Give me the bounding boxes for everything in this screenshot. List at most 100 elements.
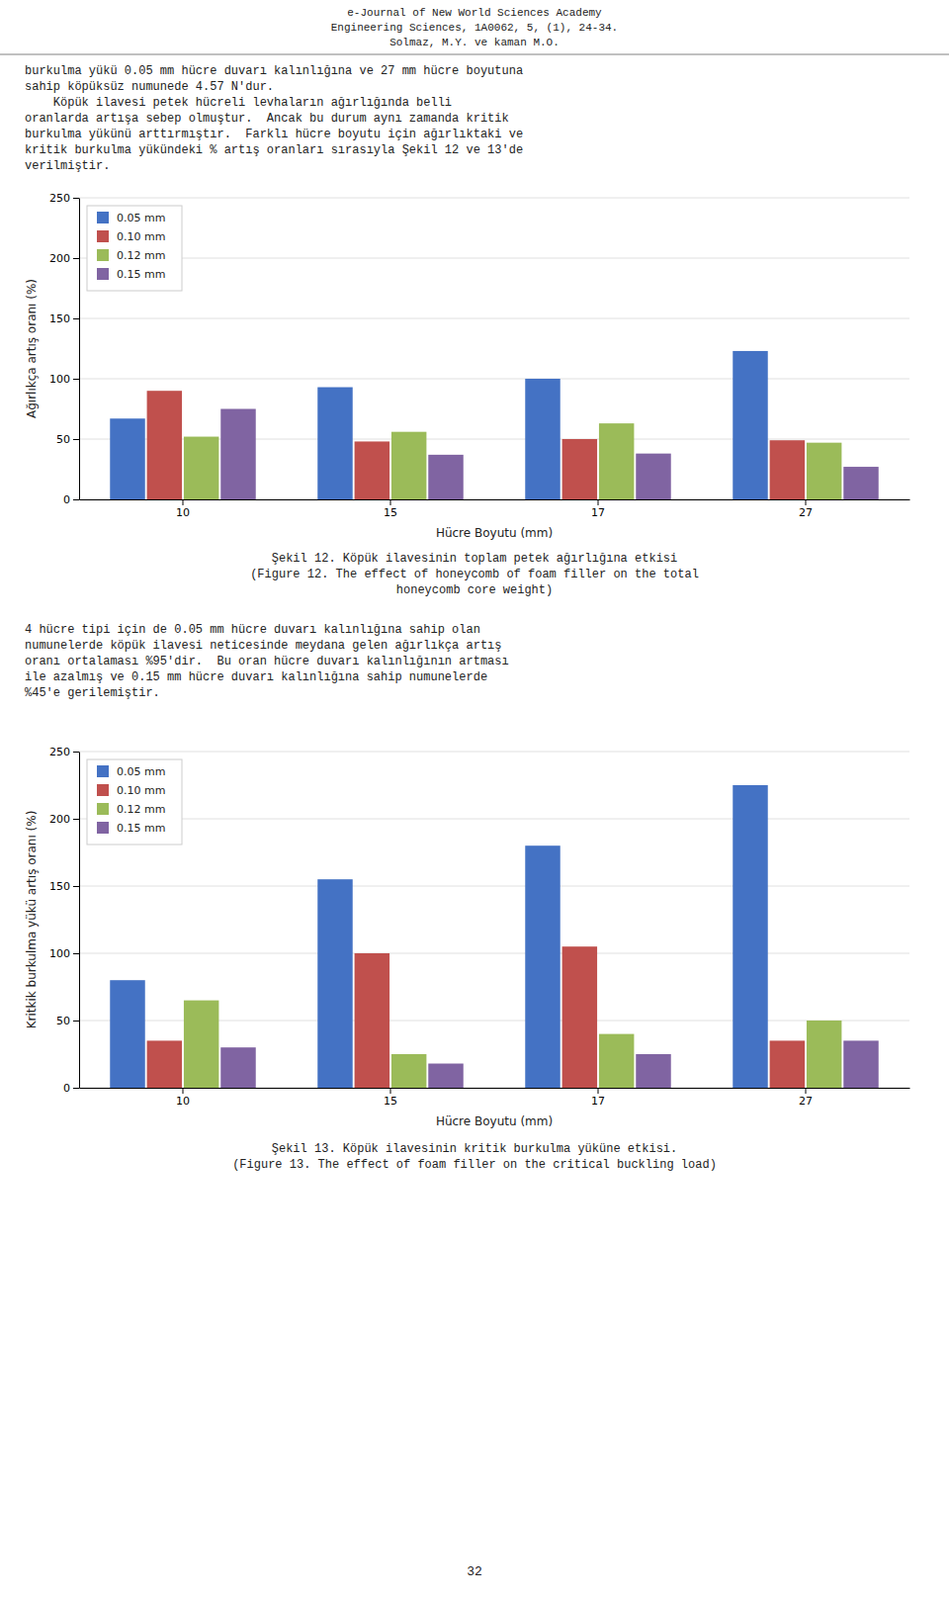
y-tick-label: 250: [49, 191, 71, 205]
x-tick: 10: [175, 1087, 190, 1108]
bar-series: [147, 946, 805, 1088]
legend-item: 0.12 mm: [96, 249, 166, 262]
bar: [806, 1020, 842, 1088]
grid-line: [79, 197, 910, 199]
body-text: 4 hücre tipi için de 0.05 mm hücre duvar…: [24, 622, 510, 700]
y-tick-mark: [73, 438, 80, 440]
y-tick-mark: [73, 952, 80, 954]
y-tick-label: 100: [49, 947, 71, 960]
y-tick-label: 200: [49, 812, 71, 826]
legend-item: 0.10 mm: [96, 783, 166, 797]
legend-box: [86, 205, 182, 291]
y-axis: 050100150200250: [49, 191, 81, 507]
legend: 0.05 mm0.10 mm0.12 mm0.15 mm: [86, 205, 182, 291]
x-tick-label: 27: [798, 506, 813, 519]
legend-swatch: [96, 802, 109, 815]
intro-text-line: verilmiştir.: [24, 159, 110, 173]
bar: [599, 1034, 634, 1088]
x-tick-label: 15: [383, 1094, 398, 1108]
x-tick-label: 17: [591, 1094, 605, 1108]
x-tick-mark: [598, 1087, 600, 1094]
intro-text-line: burkulma yükünü arttırmıştır. Farklı hüc…: [24, 127, 523, 142]
legend-swatch: [96, 821, 109, 834]
x-tick-mark: [805, 499, 807, 506]
bar-series: [147, 390, 805, 500]
body-text-line: 4 hücre tipi için de 0.05 mm hücre duvar…: [24, 622, 481, 637]
legend-swatch: [96, 783, 109, 796]
y-tick-label: 150: [49, 312, 71, 326]
caption: Şekil 13. Köpük ilavesinin kritik burkul…: [271, 1141, 678, 1156]
bar: [843, 1039, 878, 1088]
y-tick: 150: [49, 879, 80, 893]
page: e-Journal of New World Sciences AcademyE…: [0, 0, 949, 1600]
y-tick-label: 0: [63, 493, 71, 507]
bar: [220, 409, 256, 501]
legend-label: 0.05 mm: [116, 765, 166, 778]
bar: [183, 436, 219, 500]
y-tick: 100: [49, 947, 80, 960]
bar: [317, 387, 352, 500]
y-tick: 250: [49, 191, 80, 205]
x-tick: 15: [383, 499, 398, 519]
grid: [79, 751, 910, 1088]
y-tick-label: 0: [63, 1081, 71, 1095]
y-tick-mark: [73, 885, 80, 887]
bar: [843, 466, 878, 500]
legend-label: 0.12 mm: [116, 802, 166, 816]
x-tick: 15: [383, 1087, 398, 1108]
bar: [428, 454, 463, 500]
legend: 0.05 mm0.10 mm0.12 mm0.15 mm: [86, 759, 182, 845]
intro-text-line: oranlarda artışa sebep olmuştur. Ancak b…: [24, 111, 510, 126]
body-text-line: numunelerde köpük ilavesi neticesinde me…: [24, 638, 502, 653]
intro-text-line: kritik burkulma yükündeki % artış oranla…: [24, 143, 523, 158]
grid-line: [79, 952, 910, 954]
legend-swatch: [96, 267, 109, 280]
grid-line: [79, 318, 910, 320]
y-axis-line: [79, 752, 81, 1089]
legend-label: 0.10 mm: [116, 230, 166, 244]
bar: [147, 390, 182, 500]
y-tick-mark: [73, 378, 80, 380]
x-tick: 27: [798, 1087, 813, 1108]
legend-item: 0.05 mm: [96, 211, 166, 225]
header-rule: [0, 54, 949, 56]
bar: [770, 439, 805, 500]
legend-item: 0.05 mm: [96, 765, 166, 778]
bar: [562, 946, 598, 1088]
x-tick-mark: [390, 1087, 392, 1094]
body-text-line: oranı ortalaması %95'dir. Bu oran hücre …: [24, 654, 510, 669]
y-axis-line: [79, 198, 81, 501]
y-tick: 0: [63, 1081, 80, 1095]
y-tick-label: 250: [49, 745, 71, 759]
x-axis-title: Hücre Boyutu (mm): [435, 525, 553, 540]
intro-text-line: Köpük ilavesi petek hücreli levhaların a…: [24, 95, 452, 110]
x-tick-label: 17: [591, 506, 605, 519]
bar: [354, 952, 390, 1088]
bar: [635, 453, 671, 500]
y-tick: 200: [49, 812, 80, 826]
y-tick-mark: [73, 818, 80, 820]
legend-box: [86, 759, 182, 845]
y-tick: 150: [49, 312, 80, 326]
chart: 05010015020025010151727Hücre Boyutu (mm)…: [24, 191, 911, 540]
caption: (Figure 12. The effect of honeycomb of f…: [250, 567, 699, 582]
y-tick-label: 150: [49, 879, 71, 893]
x-tick: 10: [175, 499, 190, 519]
x-tick: 27: [798, 499, 813, 519]
y-tick: 200: [49, 252, 80, 265]
bar: [317, 878, 352, 1088]
y-tick-label: 50: [56, 1014, 71, 1028]
y-tick-mark: [73, 499, 80, 501]
legend-swatch: [96, 249, 109, 261]
legend-label: 0.12 mm: [116, 249, 166, 262]
bar: [562, 438, 598, 500]
y-tick-label: 100: [49, 372, 71, 386]
x-tick-mark: [390, 499, 392, 506]
legend-swatch: [96, 765, 109, 777]
bars: [109, 784, 878, 1088]
header-line: e-Journal of New World Sciences Academy: [346, 6, 603, 19]
legend-swatch: [96, 211, 109, 224]
legend-label: 0.10 mm: [116, 783, 166, 797]
grid-line: [79, 818, 910, 820]
bar: [147, 1039, 182, 1088]
